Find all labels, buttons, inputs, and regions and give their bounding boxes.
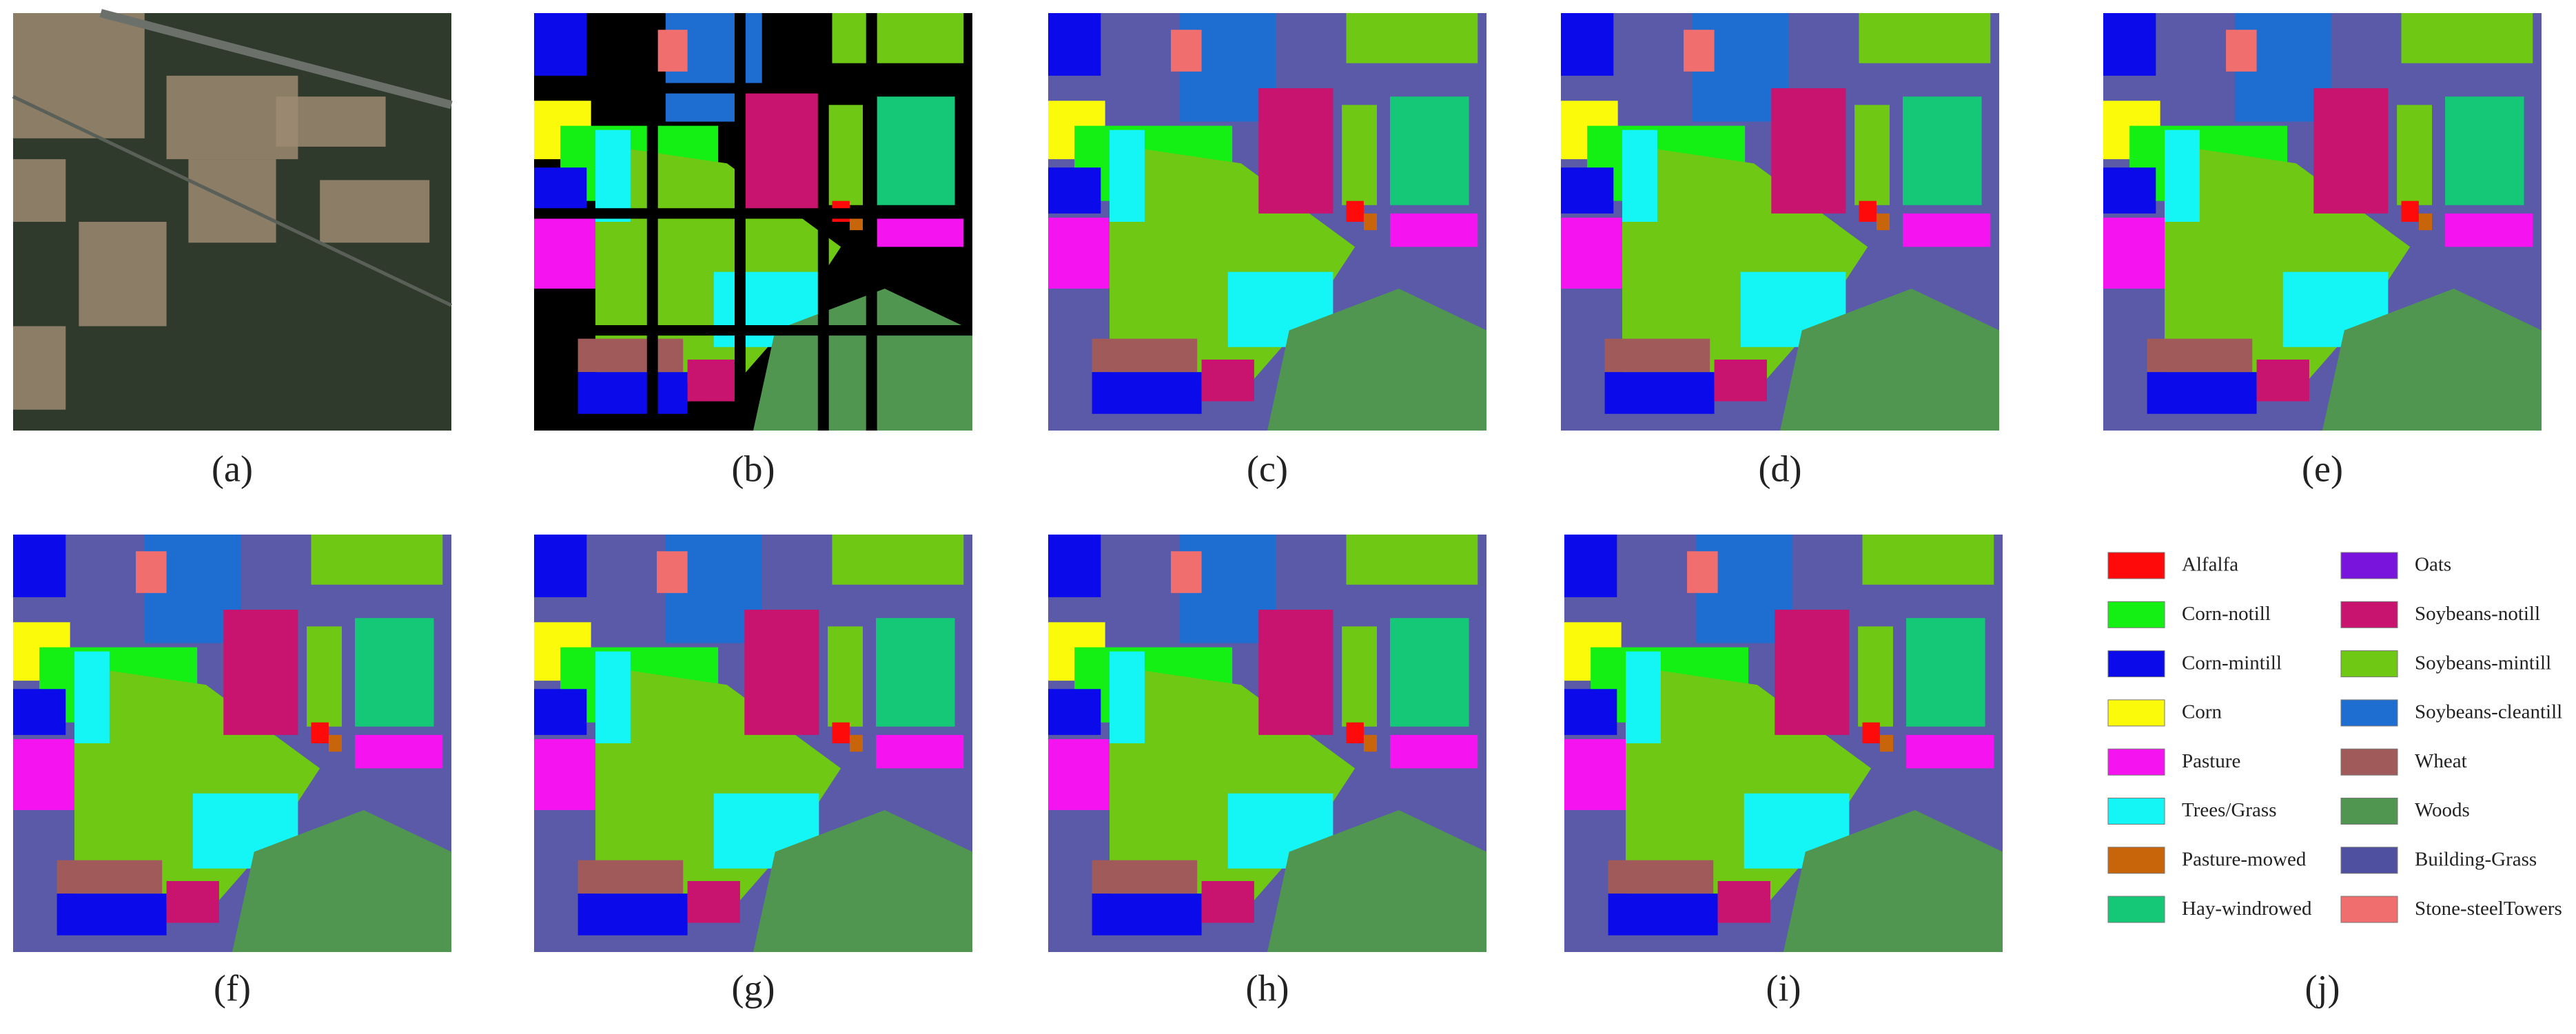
- panel-image: [2103, 13, 2542, 431]
- panel-image: [1564, 535, 2003, 952]
- panel-label: (h): [1246, 967, 1289, 1009]
- legend-label: Pasture: [2182, 750, 2240, 772]
- panel-label: (c): [1247, 448, 1288, 489]
- field: [13, 13, 145, 138]
- panel-image: [1048, 13, 1486, 431]
- field: [320, 180, 430, 243]
- legend-label: Woods: [2415, 799, 2470, 821]
- panel-image: [534, 13, 973, 431]
- legend-swatch: [2107, 748, 2165, 776]
- legend-swatch: [2107, 699, 2165, 727]
- legend-swatch: [2340, 650, 2398, 678]
- legend-swatch: [2340, 896, 2398, 923]
- legend-swatch: [2107, 798, 2165, 825]
- panel-label: (a): [212, 448, 253, 489]
- field: [276, 96, 386, 147]
- legend-label: Corn-mintill: [2182, 652, 2282, 674]
- legend-swatch: [2107, 552, 2165, 579]
- legend-label: Stone-steelTowers: [2415, 898, 2562, 920]
- field: [79, 222, 167, 327]
- legend-swatch: [2107, 896, 2165, 923]
- road: [12, 95, 453, 307]
- legend-label: Alfalfa: [2182, 554, 2238, 576]
- legend-label: Pasture-mowed: [2182, 848, 2307, 870]
- panel-label: (j): [2305, 967, 2340, 1009]
- field: [13, 326, 66, 410]
- panel-label: (e): [2302, 448, 2343, 489]
- panel-label: (g): [732, 967, 775, 1009]
- legend-swatch: [2340, 748, 2398, 776]
- panel-label: (f): [214, 967, 251, 1009]
- field: [13, 159, 66, 222]
- legend-label: Soybeans-cleantill: [2415, 701, 2562, 723]
- legend-label: Corn-notill: [2182, 603, 2271, 625]
- panel-image: [12, 9, 453, 431]
- legend-label: Oats: [2415, 554, 2451, 576]
- legend-swatch: [2340, 847, 2398, 874]
- legend-swatch: [2107, 650, 2165, 678]
- legend-label: Soybeans-notill: [2415, 603, 2540, 625]
- legend-swatch: [2340, 798, 2398, 825]
- legend-label: Trees/Grass: [2182, 799, 2276, 821]
- panel-image: [534, 535, 972, 952]
- region-gaps: [534, 13, 973, 431]
- legend-label: Hay-windrowed: [2182, 898, 2312, 920]
- legend-label: Soybeans-mintill: [2415, 652, 2551, 674]
- panel-label: (b): [732, 448, 775, 489]
- legend-swatch: [2107, 601, 2165, 628]
- panel-image: [1561, 13, 1999, 431]
- legend-label: Wheat: [2415, 750, 2467, 772]
- panel-label: (i): [1766, 967, 1801, 1009]
- panel-image: [13, 535, 451, 952]
- panel-label: (d): [1759, 448, 1802, 489]
- road: [99, 9, 453, 110]
- legend-label: Corn: [2182, 701, 2222, 723]
- legend-swatch: [2340, 552, 2398, 579]
- legend-label: Building-Grass: [2415, 848, 2537, 870]
- panel-image: [1048, 535, 1486, 952]
- legend-swatch: [2107, 847, 2165, 874]
- legend-swatch: [2340, 601, 2398, 628]
- legend-swatch: [2340, 699, 2398, 727]
